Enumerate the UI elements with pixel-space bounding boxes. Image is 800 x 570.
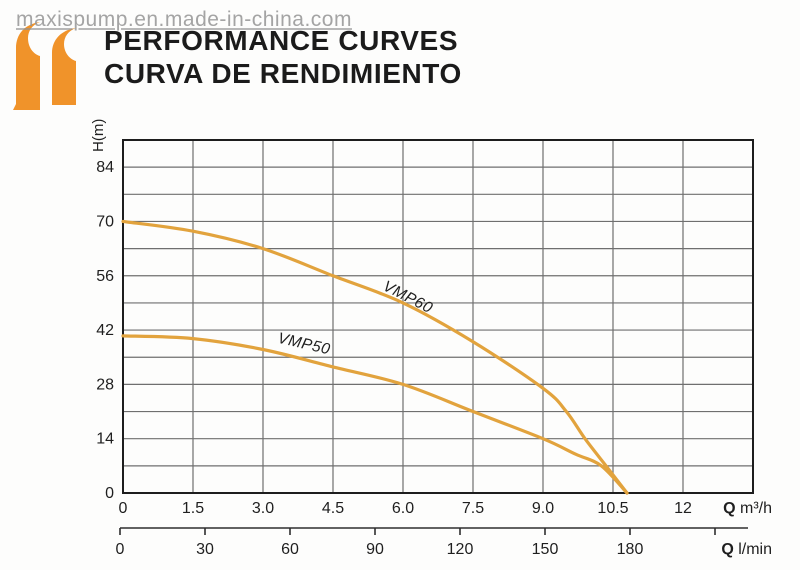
lmin-tick-label: 90 — [366, 541, 384, 558]
y-tick-label: 70 — [96, 213, 114, 230]
x-axis-unit-primary: Q m³/h — [723, 500, 772, 517]
y-axis-title: H(m) — [90, 119, 107, 152]
y-tick-label: 0 — [105, 485, 114, 502]
lmin-tick-label: 120 — [447, 541, 474, 558]
y-tick-label: 14 — [96, 431, 114, 448]
x-axis-unit-secondary: Q l/min — [721, 541, 772, 558]
x-tick-label: 12 — [674, 500, 692, 517]
curve-vmp50 — [121, 334, 629, 495]
y-tick-label: 84 — [96, 159, 114, 176]
x-tick-label: 1.5 — [182, 500, 204, 517]
quote-marks-icon — [13, 22, 76, 110]
x-tick-label: 6.0 — [392, 500, 414, 517]
lmin-tick-label: 0 — [116, 541, 125, 558]
brand-quote-logo — [13, 22, 76, 110]
plot-border — [122, 139, 754, 494]
lmin-tick-label: 180 — [617, 541, 644, 558]
lmin-tick-label: 30 — [196, 541, 214, 558]
page-title: PERFORMANCE CURVES — [104, 25, 459, 56]
curve-vmp60 — [121, 219, 629, 495]
page-subtitle: CURVA DE RENDIMIENTO — [104, 58, 462, 89]
lmin-tick-label: 150 — [532, 541, 559, 558]
x-tick-label: 9.0 — [532, 500, 554, 517]
y-tick-label: 42 — [96, 322, 114, 339]
x-tick-label: 4.5 — [322, 500, 344, 517]
page-header: PERFORMANCE CURVES CURVA DE RENDIMIENTO — [104, 24, 462, 90]
x-tick-label: 3.0 — [252, 500, 274, 517]
y-tick-label: 56 — [96, 268, 114, 285]
x-tick-label: 7.5 — [462, 500, 484, 517]
y-tick-label: 28 — [96, 376, 114, 393]
x-tick-label: 10.5 — [597, 500, 628, 517]
x-tick-label: 0 — [119, 500, 128, 517]
lmin-tick-label: 60 — [281, 541, 299, 558]
